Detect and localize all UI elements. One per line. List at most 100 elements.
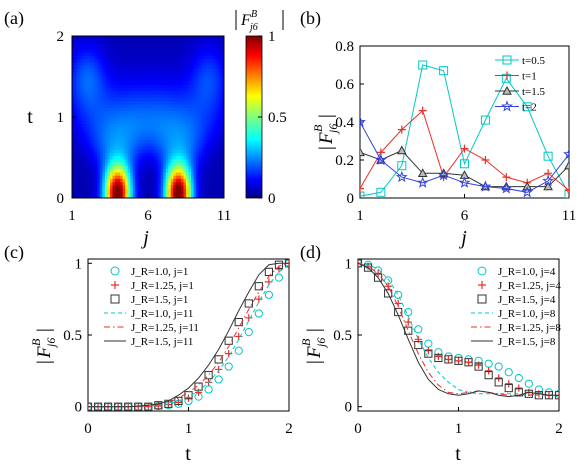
heatmap-cell (178, 165, 182, 170)
heatmap-cell (99, 91, 103, 95)
heatmap-cell (127, 126, 131, 131)
heatmap-cell (206, 191, 210, 196)
data-point-plus (360, 184, 364, 193)
heatmap-cell (92, 52, 96, 56)
heatmap-cell (183, 120, 187, 124)
heatmap-cell (155, 87, 159, 92)
heatmap-cell (142, 178, 146, 183)
heatmap-cell (89, 194, 93, 198)
heatmap-cell (82, 87, 86, 92)
heatmap-cell (77, 129, 80, 134)
heatmap-cell (112, 129, 116, 134)
heatmap-cell (72, 104, 75, 108)
heatmap-cell (213, 61, 217, 66)
heatmap-cell (77, 65, 80, 69)
heatmap-cell (180, 94, 184, 98)
heatmap-cell (104, 188, 108, 192)
heatmap-cell (191, 152, 194, 157)
data-point-circle (224, 362, 233, 371)
heatmap-cell (87, 139, 91, 144)
heatmap-cell (180, 165, 184, 170)
heatmap-cell (201, 146, 205, 150)
heatmap-cell (99, 149, 103, 154)
heatmap-cell (92, 181, 96, 186)
heatmap-cell (168, 155, 172, 160)
heatmap-cell (221, 123, 224, 128)
heatmap-cell (120, 81, 124, 85)
heatmap-cell (211, 162, 215, 166)
heatmap-cell (142, 52, 146, 56)
heatmap-cell (125, 175, 129, 179)
heatmap-cell (186, 172, 189, 176)
heatmap-cell (94, 100, 98, 105)
heatmap-cell (115, 181, 118, 186)
data-point-square (360, 191, 365, 198)
heatmap-cell (155, 113, 159, 118)
heatmap-cell (82, 91, 86, 95)
heatmap-cell (173, 45, 177, 50)
heatmap-cell (79, 113, 83, 118)
colorbar-label: F B j6 (235, 9, 284, 33)
heatmap-cell (188, 178, 192, 183)
plot-b-ytick-label: 0.2 (335, 153, 354, 169)
heatmap-cell (130, 58, 134, 63)
heatmap-cell (132, 123, 136, 128)
heatmap-cell (87, 78, 91, 82)
heatmap-cell (216, 120, 220, 124)
heatmap-cell (218, 188, 222, 192)
data-point-triangle (438, 168, 449, 177)
heatmap-cell (112, 55, 116, 60)
heatmap-cell (211, 185, 215, 189)
heatmap-cell (165, 107, 169, 111)
heatmap-cell (148, 155, 151, 160)
heatmap-cell (82, 133, 86, 137)
heatmap-cell (155, 48, 159, 53)
heatmap-cell (201, 139, 205, 144)
heatmap-cell (158, 194, 162, 198)
heatmap-cell (99, 107, 103, 111)
heatmap-cell (180, 139, 184, 144)
heatmap-cell (72, 155, 75, 160)
heatmap-cell (79, 36, 83, 40)
heatmap-cell (127, 168, 131, 173)
heatmap-cell (150, 55, 154, 60)
heatmap-cell (97, 39, 101, 43)
heatmap-cell (213, 168, 217, 173)
heatmap-cell (196, 142, 200, 147)
heatmap-cell (196, 65, 200, 69)
heatmap-cell (110, 139, 113, 144)
heatmap-cell (142, 155, 146, 160)
heatmap-cell (193, 181, 197, 186)
heatmap-cell (203, 42, 207, 47)
heatmap-cell (188, 123, 192, 128)
heatmap-cell (112, 68, 116, 73)
heatmap-cell (158, 110, 162, 115)
heatmap-cell (107, 104, 111, 108)
heatmap-cell (120, 185, 124, 189)
panel-b-label: (b) (300, 8, 321, 29)
heatmap-cell (163, 120, 167, 124)
heatmap-cell (72, 61, 75, 66)
heatmap-cell (201, 129, 205, 134)
heatmap-cell (104, 155, 108, 160)
legend-label: J_R=1.25, j=8 (498, 322, 561, 334)
heatmap-cell (145, 107, 149, 111)
heatmap-cell (211, 139, 215, 144)
heatmap-cell (137, 87, 141, 92)
heatmap-cell (102, 65, 106, 69)
heatmap-cell (142, 78, 146, 82)
heatmap-cell (72, 74, 75, 79)
heatmap-cell (201, 74, 205, 79)
heatmap-cell (168, 142, 172, 147)
heatmap-cell (130, 191, 134, 196)
heatmap-cell (110, 110, 113, 115)
heatmap-cell (201, 39, 205, 43)
heatmap-cell (97, 133, 101, 137)
heatmap-cell (145, 45, 149, 50)
heatmap-cell (107, 81, 111, 85)
heatmap-cell (104, 194, 108, 198)
heatmap-cell (112, 155, 116, 160)
heatmap-cell (213, 100, 217, 105)
heatmap-cell (218, 94, 222, 98)
heatmap-cell (170, 39, 174, 43)
